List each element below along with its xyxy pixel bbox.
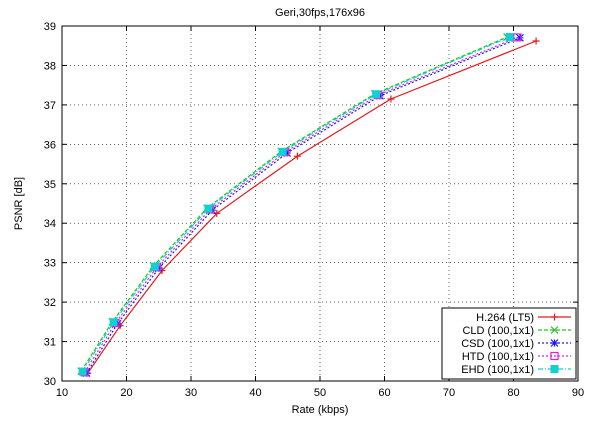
plus-marker bbox=[293, 152, 301, 160]
legend-entry: H.264 (LT5) bbox=[476, 312, 571, 324]
data-point bbox=[204, 204, 213, 213]
x-tick-label: 30 bbox=[185, 387, 197, 399]
legend-entry: EHD (100,1x1) bbox=[461, 364, 571, 376]
x-tick-label: 80 bbox=[507, 387, 519, 399]
legend-entry: CLD (100,1x1) bbox=[462, 325, 571, 337]
x-axis-label: Rate (kbps) bbox=[292, 404, 349, 416]
filled-square-marker bbox=[78, 367, 87, 376]
data-point bbox=[513, 33, 522, 42]
star-marker bbox=[283, 149, 292, 157]
series-5 bbox=[78, 33, 514, 376]
y-tick-label: 31 bbox=[44, 337, 56, 349]
data-point bbox=[78, 367, 87, 376]
y-tick-label: 32 bbox=[44, 297, 56, 309]
filled-square-marker bbox=[204, 204, 213, 213]
y-tick-label: 34 bbox=[44, 218, 56, 230]
filled-square-marker bbox=[505, 33, 514, 42]
y-tick-label: 35 bbox=[44, 179, 56, 191]
star-marker bbox=[550, 339, 559, 347]
data-point bbox=[532, 37, 540, 45]
legend-label: CSD (100,1x1) bbox=[461, 338, 534, 350]
filled-square-marker bbox=[372, 90, 381, 99]
legend-entry: CSD (100,1x1) bbox=[461, 338, 571, 350]
y-tick-label: 39 bbox=[44, 21, 56, 33]
x-tick-label: 20 bbox=[120, 387, 132, 399]
x-tick-label: 60 bbox=[378, 387, 390, 399]
legend-entry: HTD (100,1x1) bbox=[462, 351, 571, 363]
data-point bbox=[387, 95, 395, 103]
x-tick-label: 10 bbox=[56, 387, 68, 399]
x-marker bbox=[550, 326, 559, 334]
legend-label: HTD (100,1x1) bbox=[462, 351, 534, 363]
x-tick-label: 70 bbox=[443, 387, 455, 399]
data-point bbox=[505, 33, 514, 42]
data-series bbox=[77, 33, 540, 378]
y-tick-label: 38 bbox=[44, 60, 56, 72]
legend-label: H.264 (LT5) bbox=[476, 312, 534, 324]
square-marker bbox=[513, 33, 522, 42]
legend-label: EHD (100,1x1) bbox=[461, 364, 534, 376]
y-tick-label: 37 bbox=[44, 100, 56, 112]
plus-marker bbox=[551, 313, 558, 321]
x-tick-label: 90 bbox=[572, 387, 584, 399]
data-point bbox=[372, 90, 381, 99]
data-point bbox=[278, 147, 287, 156]
y-tick-label: 36 bbox=[44, 139, 56, 151]
y-tick-label: 33 bbox=[44, 258, 56, 270]
filled-square-marker bbox=[150, 262, 159, 271]
x-tick-label: 40 bbox=[249, 387, 261, 399]
y-axis-label: PSNR [dB] bbox=[13, 177, 25, 230]
legend-label: CLD (100,1x1) bbox=[462, 325, 534, 337]
data-point bbox=[516, 33, 524, 42]
plus-marker bbox=[532, 37, 540, 45]
data-point bbox=[293, 152, 301, 160]
plus-marker bbox=[387, 95, 395, 103]
data-point bbox=[213, 209, 221, 217]
chart-title: Geri,30fps,176x96 bbox=[275, 7, 365, 19]
legend: H.264 (LT5)CLD (100,1x1)CSD (100,1x1)HTD… bbox=[441, 307, 577, 380]
data-point bbox=[150, 262, 159, 271]
y-tick-label: 30 bbox=[44, 376, 56, 388]
square-marker bbox=[550, 351, 559, 361]
filled-square-marker bbox=[109, 318, 118, 327]
x-tick-label: 50 bbox=[314, 387, 326, 399]
plus-marker bbox=[213, 209, 221, 217]
filled-square-marker bbox=[278, 147, 287, 156]
filled-square-marker bbox=[550, 365, 559, 373]
star-marker bbox=[516, 33, 524, 42]
axis-ticks: 10 20 30 40 50 60 70 80 90 30 31 32 33 34 35 36 37 38 39 bbox=[44, 21, 584, 399]
data-point bbox=[109, 318, 118, 327]
data-point bbox=[283, 149, 292, 157]
